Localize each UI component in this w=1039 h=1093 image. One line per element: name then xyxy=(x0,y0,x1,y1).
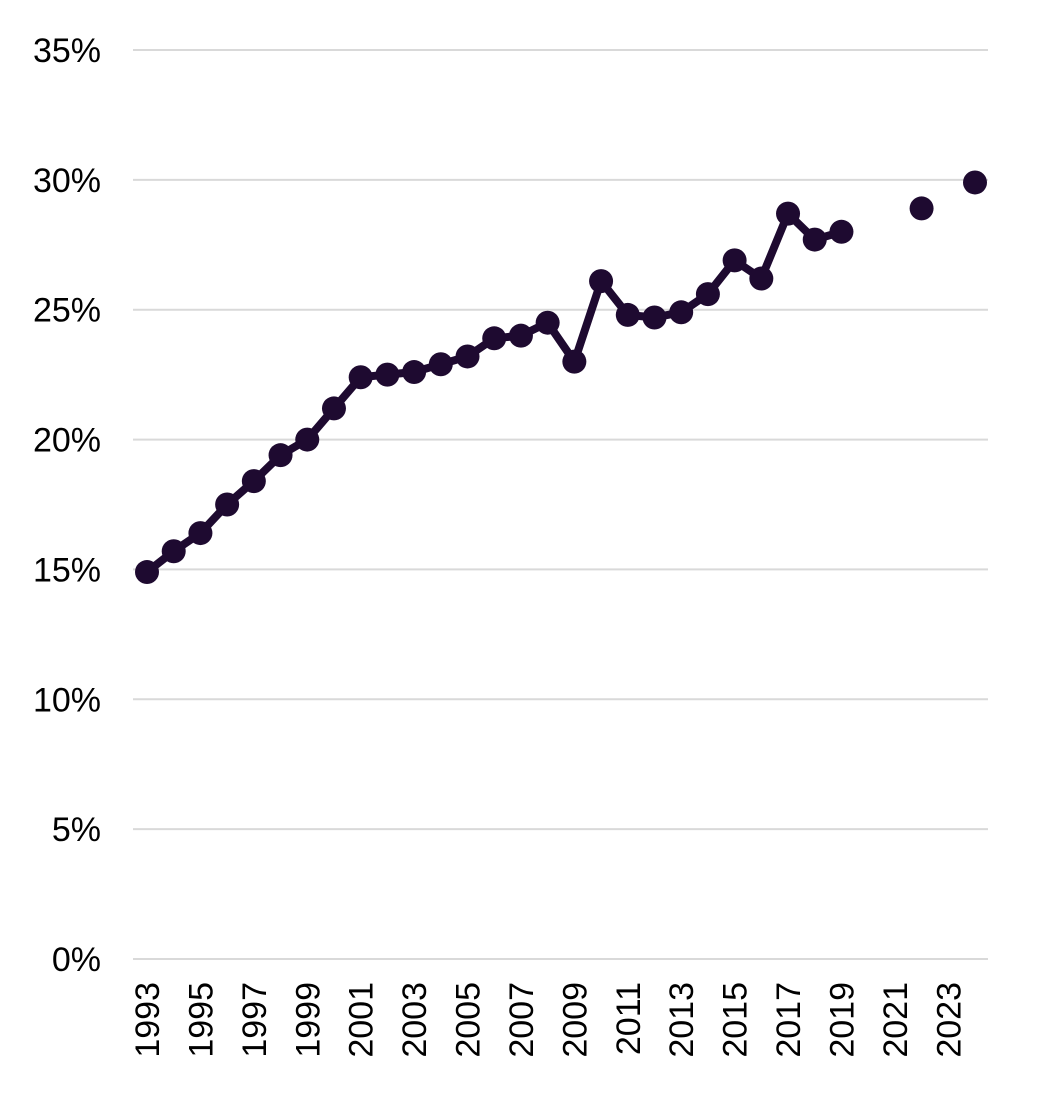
y-axis-ticks: 0% 5% 10% 15% 20% 25% 30% 35% xyxy=(33,32,101,979)
data-point xyxy=(669,300,694,325)
data-point xyxy=(348,365,373,390)
x-tick-label: 2005 xyxy=(450,982,488,1058)
y-tick-label: 35% xyxy=(33,32,101,70)
data-point xyxy=(535,310,560,335)
data-point xyxy=(695,282,720,307)
x-tick-label: 2001 xyxy=(343,982,381,1058)
y-tick-label: 5% xyxy=(52,811,101,849)
x-tick-label: 1999 xyxy=(289,982,327,1058)
y-tick-label: 0% xyxy=(52,941,101,979)
gridlines xyxy=(133,49,988,960)
y-tick-label: 30% xyxy=(33,162,101,200)
y-tick-label: 20% xyxy=(33,422,101,460)
data-point xyxy=(455,344,480,369)
data-point xyxy=(321,396,346,421)
data-point xyxy=(508,323,533,348)
data-point xyxy=(642,305,667,330)
data-point xyxy=(188,521,213,546)
series-points xyxy=(135,170,987,585)
y-tick-label: 10% xyxy=(33,681,101,719)
x-tick-label: 1997 xyxy=(236,982,274,1058)
x-tick-label: 2003 xyxy=(396,982,434,1058)
y-tick-label: 25% xyxy=(33,292,101,330)
data-point xyxy=(963,170,987,195)
data-point xyxy=(402,360,427,385)
data-point xyxy=(802,227,827,252)
x-tick-label: 2015 xyxy=(717,982,755,1058)
x-tick-label: 2019 xyxy=(823,982,861,1058)
data-point xyxy=(776,201,801,226)
y-tick-label: 15% xyxy=(33,551,101,589)
x-tick-label: 2007 xyxy=(503,982,541,1058)
data-point xyxy=(615,302,640,327)
data-point xyxy=(295,427,320,452)
data-point xyxy=(749,266,774,291)
data-point xyxy=(829,219,854,244)
data-point xyxy=(562,349,587,374)
x-tick-label: 2023 xyxy=(930,982,968,1058)
x-tick-label: 2017 xyxy=(770,982,808,1058)
x-tick-label: 2011 xyxy=(610,982,648,1055)
data-point xyxy=(215,492,240,517)
data-point xyxy=(722,248,747,273)
x-axis-ticks: 1993 1995 1997 1999 2001 2003 2005 2007 2009 2011… xyxy=(129,982,968,1058)
data-point xyxy=(428,352,453,377)
x-tick-label: 2021 xyxy=(877,982,915,1058)
data-point xyxy=(589,269,614,294)
x-tick-label: 2009 xyxy=(556,982,594,1058)
x-tick-label: 2013 xyxy=(663,982,701,1058)
data-point xyxy=(241,469,266,494)
data-point xyxy=(161,539,186,564)
data-point xyxy=(268,443,293,468)
data-point xyxy=(909,196,934,221)
data-point xyxy=(375,362,400,387)
data-point xyxy=(482,326,507,351)
x-tick-label: 1995 xyxy=(182,982,220,1058)
data-point xyxy=(135,560,159,585)
x-tick-label: 1993 xyxy=(129,982,167,1058)
